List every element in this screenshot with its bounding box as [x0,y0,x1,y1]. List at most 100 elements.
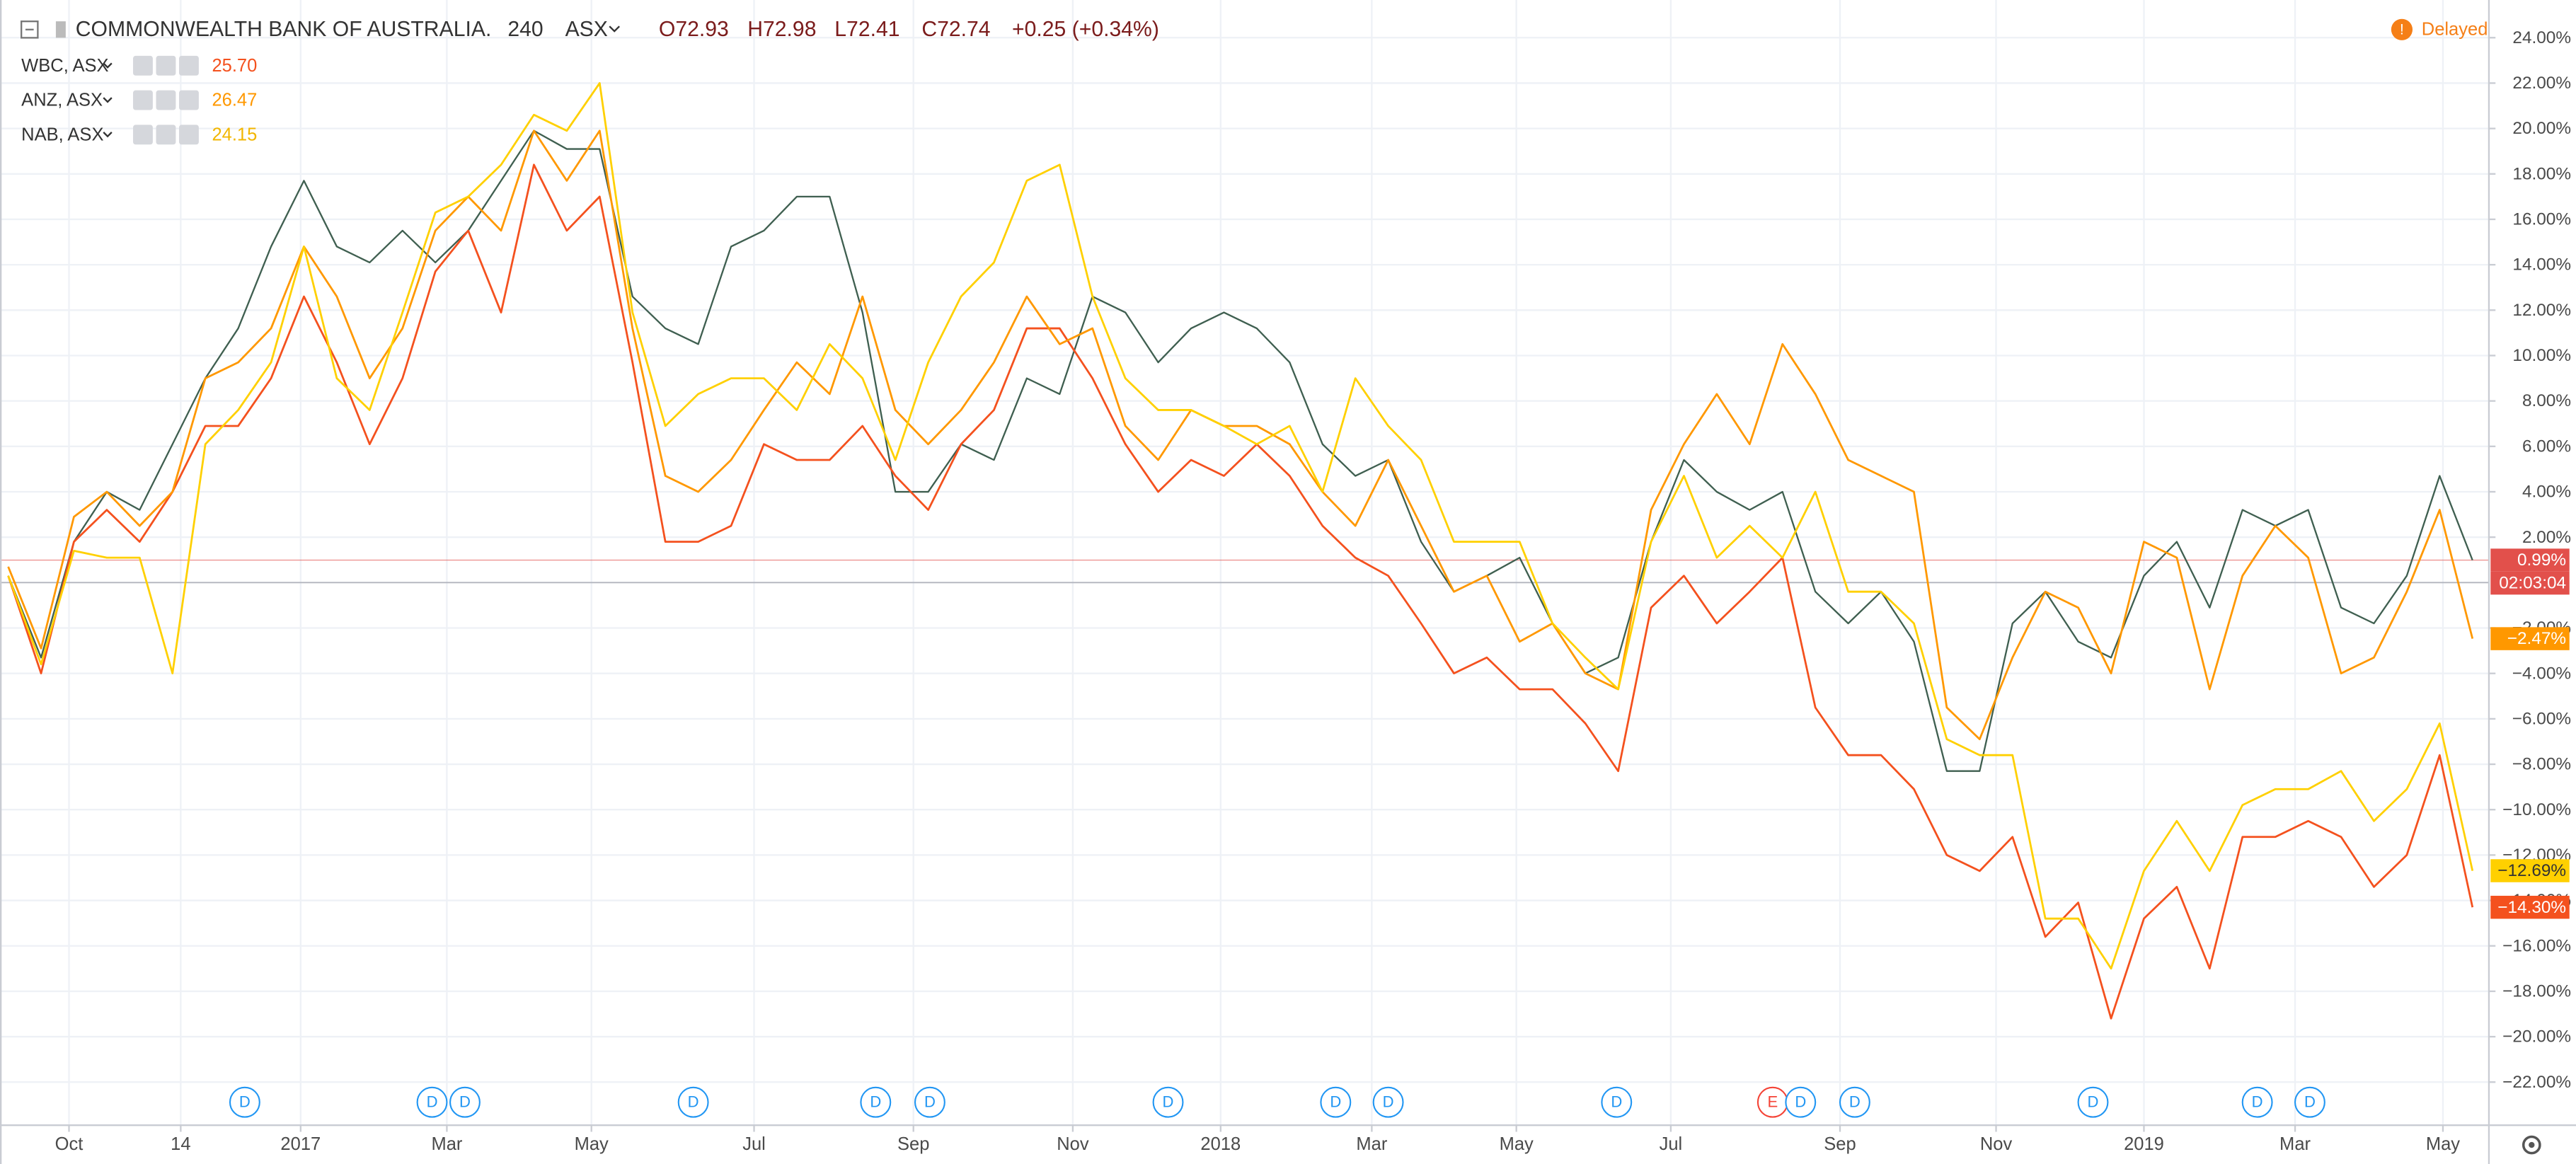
x-tick-label: May [1500,1134,1534,1154]
price-badge-label: −2.47% [2507,629,2566,648]
event-marker[interactable] [1785,1086,1817,1118]
x-tick-label: May [575,1134,609,1154]
ohlc-high: H72.98 [747,18,816,41]
x-tick-label: Mar [1356,1134,1387,1154]
x-tick-label: Nov [1980,1134,2013,1154]
x-tick-label: Sep [1824,1134,1856,1154]
x-tick-label: Mar [2279,1134,2311,1154]
y-tick-label: −8.00% [2512,755,2571,774]
price-badge [2490,627,2570,650]
y-tick-label: 16.00% [2512,210,2571,229]
event-marker[interactable] [1839,1086,1870,1118]
interval[interactable]: 240 [507,18,543,41]
y-tick-label: −10.00% [2502,800,2571,819]
price-badge-label: −14.30% [2497,898,2566,917]
price-badge-label: −12.69% [2497,861,2566,880]
y-tick-label: 10.00% [2512,346,2571,365]
event-label: D [1383,1093,1394,1111]
event-marker[interactable] [229,1086,260,1118]
series-line [7,82,2474,970]
event-marker[interactable] [677,1086,709,1118]
series-line [7,129,2474,741]
y-tick-label: 12.00% [2512,301,2571,320]
legend-label[interactable]: NAB, ASX [21,125,103,144]
event-label: D [1330,1093,1341,1111]
event-label: D [1795,1093,1806,1111]
legend-settings[interactable] [156,90,176,110]
event-marker[interactable] [2241,1086,2273,1118]
event-label: D [239,1093,251,1111]
grid [0,0,2489,1126]
legend-label[interactable]: WBC, ASX [21,56,108,76]
price-badge-label: 0.99% [2517,551,2566,570]
y-tick-label: −6.00% [2512,709,2571,728]
legend-value: 24.15 [212,125,257,144]
countdown: 02:03:04 [2499,574,2566,593]
event-label: D [924,1093,936,1111]
y-tick-label: 18.00% [2512,164,2571,183]
y-tick-label: 2.00% [2522,528,2571,547]
y-tick-label: 24.00% [2512,28,2571,47]
header: COMMONWEALTH BANK OF AUSTRALIA. 240 ASX … [21,18,2488,41]
event-marker[interactable] [1372,1086,1404,1118]
y-tick-label: −4.00% [2512,664,2571,683]
legend-dropdown[interactable] [103,132,113,138]
legend-label[interactable]: ANZ, ASX [21,91,103,110]
y-tick-label: 14.00% [2512,255,2571,275]
event-label: D [2304,1093,2316,1111]
event-label: E [1767,1093,1778,1111]
event-marker[interactable] [1152,1086,1184,1118]
y-tick-label: 20.00% [2512,119,2571,138]
exchange-dropdown[interactable] [609,25,620,33]
delayed-status[interactable]: Delayed [2422,20,2488,40]
event-label: D [2252,1093,2263,1111]
event-label: D [1611,1093,1622,1111]
settings-gear-center [2529,1141,2535,1148]
legend-value: 25.70 [212,56,257,76]
event-label: D [1849,1093,1861,1111]
ohlc-open: O72.93 [659,18,729,41]
legend-remove[interactable] [179,55,199,76]
event-label: D [2088,1093,2099,1111]
event-marker[interactable] [1601,1086,1633,1118]
settings-button[interactable] [2522,1135,2541,1155]
change: +0.25 (+0.34%) [1012,18,1159,41]
price-badge [2490,895,2570,919]
legend-value: 26.47 [212,91,257,110]
x-tick-label: Nov [1057,1134,1089,1154]
y-tick-label: −22.00% [2502,1073,2571,1092]
collapse-button[interactable] [21,21,39,39]
legend-remove[interactable] [179,90,199,110]
countdown-badge [2490,571,2570,595]
legend-hide[interactable] [133,90,153,110]
settings-gear[interactable] [2522,1135,2541,1155]
symbol-title[interactable]: COMMONWEALTH BANK OF AUSTRALIA. [76,18,492,41]
legend: WBC, ASX 25.70 ANZ, ASX 26.47 NAB, ASX 24.15 [21,56,257,145]
x-tick-label: Jul [1660,1134,1683,1154]
exchange[interactable]: ASX [565,18,608,41]
y-tick-label: −20.00% [2502,1027,2571,1047]
event-label: D [459,1093,471,1111]
legend-dropdown[interactable] [103,97,113,103]
legend-hide[interactable] [133,55,153,76]
y-tick-label: 22.00% [2512,74,2571,93]
series-line [7,163,2474,1020]
delayed-icon[interactable] [2391,18,2413,40]
x-tick-label: Oct [55,1134,84,1154]
event-marker[interactable] [860,1086,892,1118]
event-marker[interactable] [2294,1086,2325,1118]
event-marker[interactable] [449,1086,481,1118]
legend-remove[interactable] [179,125,199,145]
x-tick-label: 14 [171,1134,190,1154]
x-tick-label: Sep [897,1134,929,1154]
event-marker[interactable] [1320,1086,1352,1118]
legend-settings[interactable] [156,55,176,76]
legend-dropdown[interactable] [103,62,113,69]
legend-settings[interactable] [156,125,176,145]
event-marker[interactable] [2077,1086,2109,1118]
y-tick-label: 8.00% [2522,391,2571,410]
event-marker[interactable] [416,1086,448,1118]
legend-hide[interactable] [133,125,153,145]
event-marker[interactable] [914,1086,945,1118]
